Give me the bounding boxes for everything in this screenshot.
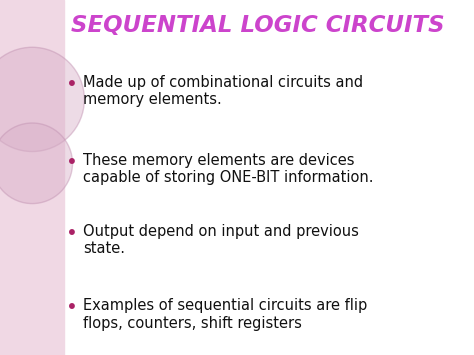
- Ellipse shape: [0, 47, 84, 152]
- Text: SEQUENTIAL LOGIC CIRCUITS: SEQUENTIAL LOGIC CIRCUITS: [71, 14, 445, 37]
- Bar: [0, 0, 64, 355]
- Text: •: •: [66, 224, 78, 243]
- Text: Made up of combinational circuits and
memory elements.: Made up of combinational circuits and me…: [83, 75, 363, 107]
- Text: •: •: [66, 75, 78, 94]
- Text: Examples of sequential circuits are flip
flops, counters, shift registers: Examples of sequential circuits are flip…: [83, 298, 367, 331]
- Text: •: •: [66, 153, 78, 172]
- Ellipse shape: [0, 123, 73, 203]
- Text: Output depend on input and previous
state.: Output depend on input and previous stat…: [83, 224, 359, 256]
- Text: These memory elements are devices
capable of storing ONE-BIT information.: These memory elements are devices capabl…: [83, 153, 374, 185]
- Text: •: •: [66, 298, 78, 317]
